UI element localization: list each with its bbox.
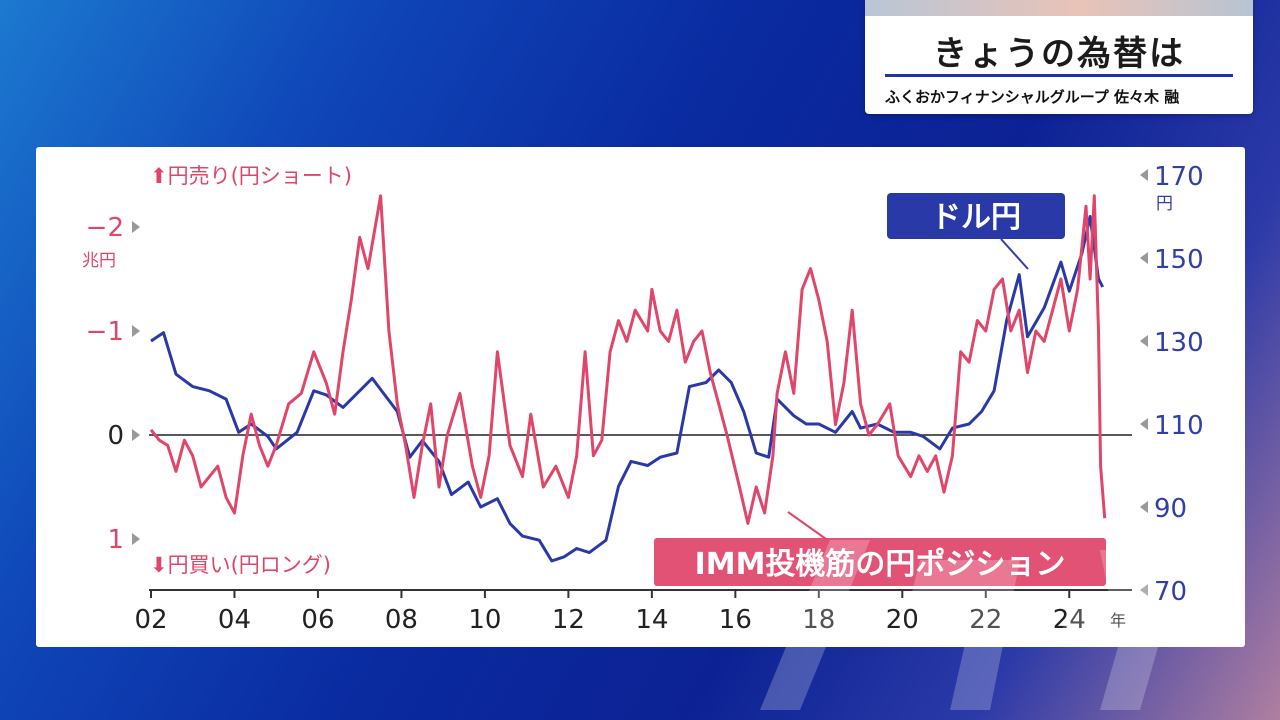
right-axis-unit: 円 bbox=[1156, 194, 1173, 214]
left-tick-arrow bbox=[132, 429, 140, 441]
right-tick-label: 150 bbox=[1154, 245, 1204, 275]
page-subtitle: ふくおかフィナンシャルグループ 佐々木 融 bbox=[885, 88, 1180, 106]
left-tick-label: −2 bbox=[86, 213, 124, 243]
left-tick-label: 1 bbox=[107, 525, 124, 555]
left-tick-arrow bbox=[132, 325, 140, 337]
x-tick-label: 24 bbox=[1053, 605, 1086, 635]
left-axis-title-top: ⬆円売り(円ショート) bbox=[150, 164, 352, 188]
right-tick-arrow bbox=[1140, 501, 1148, 513]
title-divider bbox=[885, 74, 1233, 77]
imm-position-line bbox=[149, 194, 1107, 525]
imm-label-pointer bbox=[787, 511, 827, 540]
x-tick-label: 20 bbox=[886, 605, 919, 635]
left-tick-arrow bbox=[132, 221, 140, 233]
x-tick-label: 16 bbox=[719, 605, 752, 635]
left-axis-unit: 兆円 bbox=[82, 251, 116, 271]
imm-label-box bbox=[654, 538, 1106, 586]
x-tick-label: 18 bbox=[802, 605, 835, 635]
imm-label-text: IMM投機筋の円ポジション bbox=[695, 547, 1066, 582]
left-tick-arrow bbox=[132, 533, 140, 545]
right-tick-label: 70 bbox=[1154, 577, 1187, 607]
right-tick-label: 130 bbox=[1154, 328, 1204, 358]
x-axis-unit: 年 bbox=[1110, 611, 1126, 630]
usdjpy-line bbox=[150, 215, 1105, 563]
right-tick-arrow bbox=[1140, 335, 1148, 347]
x-tick-label: 22 bbox=[969, 605, 1002, 635]
chart-svg: 02 04 06 08 10 12 14 16 18 20 22 24 年 −2 −1 0 1 兆円 ⬆円売り(円シ… bbox=[82, 162, 1204, 635]
x-tick-label: 14 bbox=[635, 605, 668, 635]
right-tick-arrow bbox=[1140, 418, 1148, 430]
title-card-stripe bbox=[865, 0, 1253, 16]
usdjpy-label-pointer bbox=[1000, 238, 1029, 270]
x-tick-label: 06 bbox=[301, 605, 334, 635]
x-tick-label: 04 bbox=[218, 605, 251, 635]
left-axis-title-bottom: ⬇円買い(円ロング) bbox=[150, 553, 331, 577]
right-tick-label: 110 bbox=[1154, 411, 1204, 441]
right-tick-arrow bbox=[1140, 169, 1148, 181]
page-title: きょうの為替は bbox=[933, 34, 1185, 74]
x-tick-label: 08 bbox=[385, 605, 418, 635]
title-card: きょうの為替は ふくおかフィナンシャルグループ 佐々木 融 bbox=[865, 0, 1253, 114]
x-tick-label: 10 bbox=[468, 605, 501, 635]
right-tick-label: 90 bbox=[1154, 494, 1187, 524]
usdjpy-label-box bbox=[887, 193, 1065, 239]
left-tick-label: −1 bbox=[86, 317, 124, 347]
right-tick-label: 170 bbox=[1154, 162, 1204, 192]
right-tick-arrow bbox=[1140, 584, 1148, 596]
right-tick-arrow bbox=[1140, 252, 1148, 264]
usdjpy-label-text: ドル円 bbox=[931, 200, 1021, 235]
x-tick-label: 02 bbox=[134, 605, 167, 635]
chart-panel: 02 04 06 08 10 12 14 16 18 20 22 24 年 −2 −1 0 1 兆円 ⬆円売り(円シ… bbox=[36, 147, 1245, 647]
left-tick-label: 0 bbox=[107, 421, 124, 451]
x-tick-label: 12 bbox=[552, 605, 585, 635]
